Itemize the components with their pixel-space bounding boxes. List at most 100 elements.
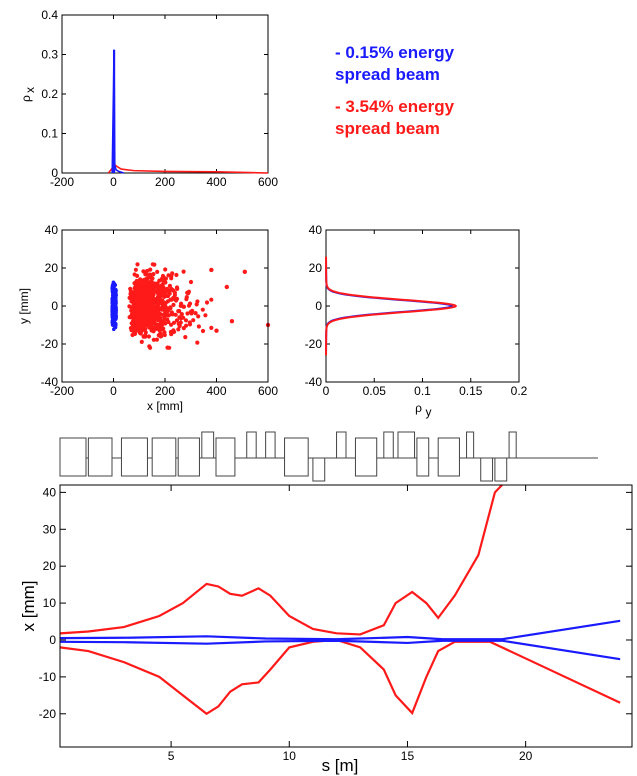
red-point	[171, 288, 176, 293]
red-point	[224, 284, 229, 290]
series-line-red	[325, 256, 458, 356]
red-point	[163, 267, 168, 272]
y-tick-label: 20	[309, 261, 323, 275]
legend-blue-line1: - 0.15% energy	[335, 43, 455, 62]
red-point	[169, 332, 174, 337]
red-point	[149, 314, 154, 319]
red-point	[152, 320, 157, 325]
blue-point	[111, 316, 116, 321]
red-point	[149, 323, 154, 328]
blue-point	[113, 283, 118, 287]
red-point	[128, 314, 133, 319]
red-point	[183, 335, 188, 340]
x-tick-label: -200	[50, 175, 74, 189]
x-tick-label: 5	[168, 749, 175, 763]
series-line-red	[107, 161, 269, 174]
red-point	[188, 309, 193, 314]
x-tick-label: 400	[206, 175, 226, 189]
red-point	[151, 337, 156, 342]
red-point	[138, 331, 143, 336]
blue-point	[113, 303, 118, 308]
x-tick-label: 200	[155, 175, 175, 189]
lattice-element	[59, 437, 87, 477]
red-point	[181, 326, 186, 331]
y-tick-label: 0.2	[41, 87, 58, 101]
red-point	[154, 337, 159, 342]
red-point	[133, 267, 138, 272]
legend-blue-line2: spread beam	[335, 65, 440, 84]
red-point	[147, 288, 152, 293]
y-axis-label: ρ	[19, 95, 33, 102]
red-point	[209, 297, 214, 302]
red-point	[160, 293, 165, 298]
red-point	[163, 290, 168, 295]
red-point	[165, 293, 171, 299]
red-point	[161, 285, 166, 290]
red-point	[181, 304, 187, 309]
series-line-red	[59, 638, 621, 716]
red-point	[175, 286, 180, 291]
lattice-element	[494, 457, 508, 482]
red-point	[168, 305, 173, 310]
blue-spike	[112, 49, 116, 174]
legend-red-line2: spread beam	[335, 119, 440, 138]
y-tick-label: -20	[305, 337, 323, 351]
red-points	[127, 262, 271, 350]
y-tick-label: 40	[43, 485, 57, 499]
red-point	[209, 267, 214, 273]
blue-points	[110, 280, 118, 332]
series-line-blue	[325, 260, 454, 352]
blue-point	[112, 324, 116, 328]
x-tick-label: 200	[155, 384, 175, 398]
red-point	[160, 319, 165, 324]
x-tick-label: 400	[206, 384, 226, 398]
red-point	[155, 306, 160, 311]
blue-point	[112, 288, 116, 292]
red-point	[147, 319, 152, 324]
lattice-element	[201, 431, 215, 459]
red-point	[156, 300, 161, 305]
red-point	[132, 331, 138, 336]
x-tick-label: 20	[519, 749, 533, 763]
red-point	[136, 309, 142, 314]
red-point	[187, 322, 193, 327]
red-point	[200, 307, 205, 312]
red-point	[172, 329, 177, 334]
y-tick-label: 0	[51, 166, 58, 180]
lattice-element	[151, 437, 177, 477]
red-point	[144, 298, 149, 303]
red-point	[163, 280, 168, 285]
red-point	[174, 272, 179, 278]
red-point	[191, 318, 196, 323]
lattice-element	[437, 437, 460, 477]
lattice-element	[480, 457, 494, 482]
legend-red-line1: - 3.54% energy	[335, 97, 455, 116]
red-point	[147, 310, 152, 315]
y-tick-label: -40	[305, 375, 323, 389]
axes-frame	[61, 14, 269, 174]
red-point	[144, 272, 149, 277]
red-point	[204, 300, 210, 305]
envelope-plot: 5 10 15 20 -20 -10 0 10 20 30 40 s [m] x [mm]	[19, 484, 633, 775]
red-point	[139, 339, 144, 344]
red-point	[179, 312, 184, 317]
red-point	[172, 296, 177, 302]
series-line-blue	[59, 639, 621, 661]
red-point	[128, 289, 133, 294]
y-tick-label: -10	[39, 670, 57, 684]
lattice-element	[177, 437, 200, 477]
red-point	[193, 311, 198, 316]
x-axis-label: ρ	[415, 401, 422, 415]
red-point	[147, 281, 152, 286]
x-tick-label: 0	[323, 384, 330, 398]
red-point	[185, 311, 190, 316]
red-point	[157, 288, 162, 293]
red-point	[166, 273, 171, 278]
red-point	[187, 301, 193, 306]
lattice-element	[246, 431, 257, 459]
red-point	[150, 262, 155, 267]
y-tick-label: -20	[39, 707, 57, 721]
y-tick-label: 40	[45, 223, 59, 237]
lattice-element	[354, 437, 378, 477]
